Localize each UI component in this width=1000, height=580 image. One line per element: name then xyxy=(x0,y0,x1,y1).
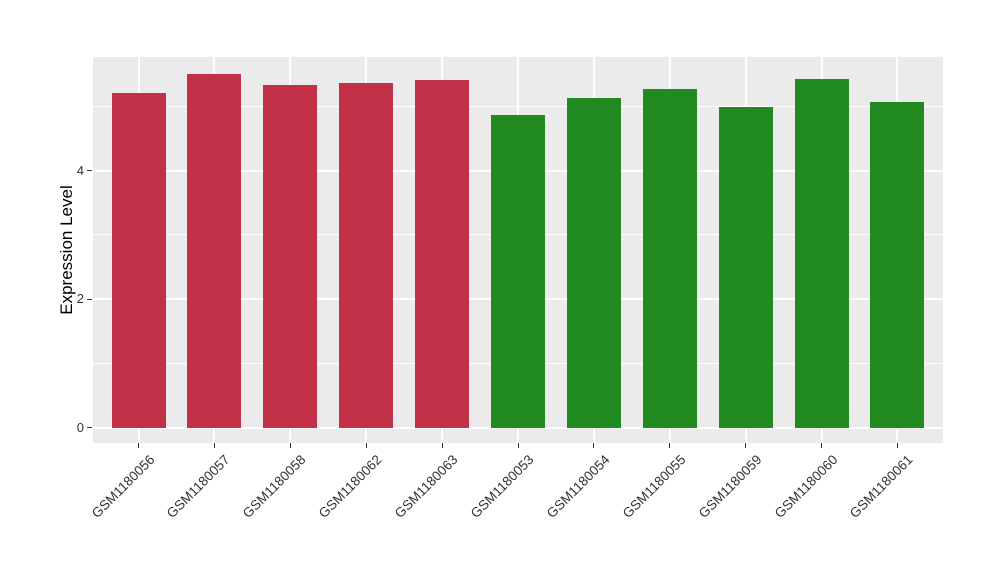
x-tick-mark-GSM1180059 xyxy=(745,443,747,448)
bar-GSM1180053 xyxy=(491,114,545,428)
bar-GSM1180056 xyxy=(111,92,166,428)
bar-GSM1180062 xyxy=(339,83,394,428)
x-tick-mark-GSM1180063 xyxy=(441,443,443,448)
bar-GSM1180058 xyxy=(263,84,318,428)
x-tick-mark-GSM1180054 xyxy=(593,443,595,448)
plot-area xyxy=(93,57,943,443)
x-tick-mark-GSM1180055 xyxy=(669,443,671,448)
x-tick-mark-GSM1180056 xyxy=(138,443,140,448)
bar-GSM1180060 xyxy=(794,78,849,428)
bar-GSM1180057 xyxy=(187,74,242,428)
y-tick-mark-4 xyxy=(87,170,92,172)
x-tick-mark-GSM1180053 xyxy=(517,443,519,448)
x-tick-mark-GSM1180057 xyxy=(213,443,215,448)
x-tick-mark-GSM1180058 xyxy=(289,443,291,448)
y-tick-label-4: 4 xyxy=(76,162,84,178)
x-tick-mark-GSM1180062 xyxy=(365,443,367,448)
bar-GSM1180061 xyxy=(870,101,925,428)
bar-GSM1180055 xyxy=(642,89,697,428)
y-tick-mark-2 xyxy=(87,298,92,300)
y-tick-label-0: 0 xyxy=(76,419,84,435)
x-tick-mark-GSM1180061 xyxy=(896,443,898,448)
y-tick-mark-0 xyxy=(87,427,92,429)
bar-GSM1180063 xyxy=(415,80,470,428)
y-tick-label-2: 2 xyxy=(76,291,84,307)
x-tick-mark-GSM1180060 xyxy=(821,443,823,448)
bar-GSM1180059 xyxy=(718,107,773,428)
bar-GSM1180054 xyxy=(566,98,621,428)
